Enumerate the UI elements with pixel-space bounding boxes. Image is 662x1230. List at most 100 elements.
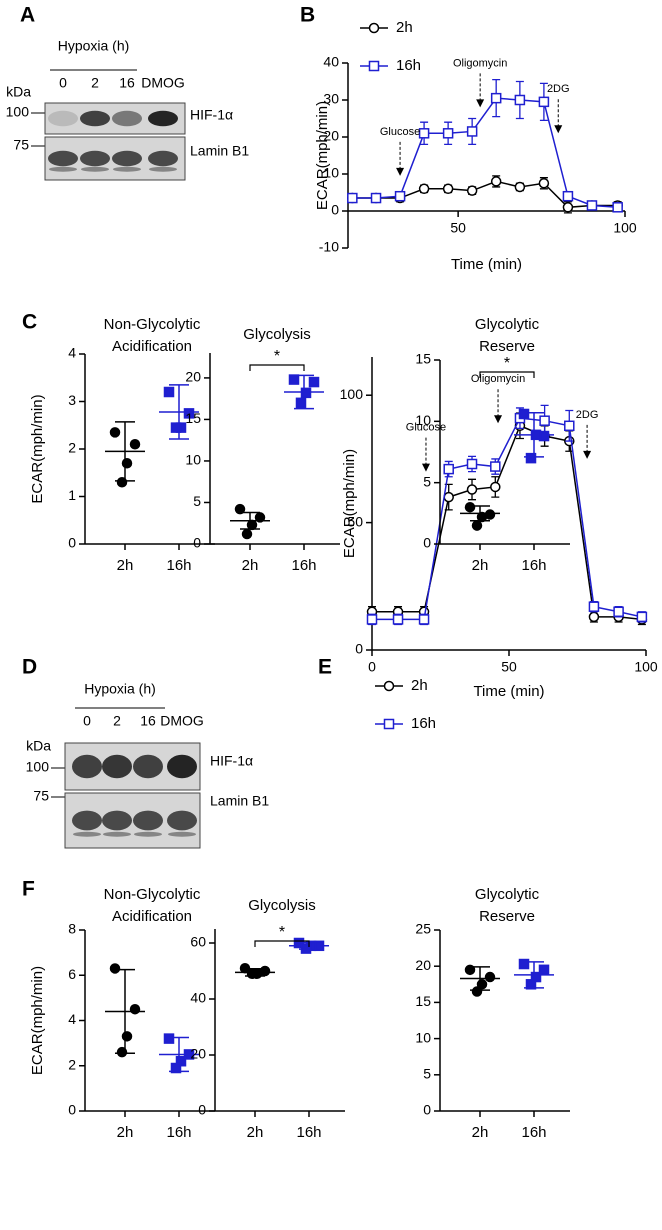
series-line <box>372 417 643 621</box>
mw-marker: 100 <box>6 104 30 120</box>
y-axis-label: ECAR(mph/min) <box>29 966 46 1075</box>
marker <box>539 415 550 426</box>
point <box>116 1046 128 1058</box>
marker <box>418 614 430 625</box>
lane-label: 0 <box>59 75 67 91</box>
point <box>530 429 542 441</box>
mw-marker: 75 <box>33 788 49 804</box>
y-tick-label: 60 <box>190 934 206 950</box>
y-tick-label: 4 <box>68 1011 76 1027</box>
marker <box>490 481 501 493</box>
row-label: Lamin B1 <box>210 793 269 809</box>
marker <box>392 614 404 625</box>
marker <box>612 202 623 213</box>
point <box>170 1062 182 1074</box>
point <box>300 943 312 954</box>
series-line <box>352 180 618 209</box>
y-tick-label: 10 <box>415 1029 431 1045</box>
panel-label: D <box>22 656 37 679</box>
blot-header: Hypoxia (h) <box>84 681 156 697</box>
band <box>102 810 132 831</box>
marker <box>564 420 575 432</box>
y-axis-label: ECAR(mph/min) <box>341 449 358 558</box>
arrow-head <box>583 450 592 459</box>
lane-label: 2 <box>113 713 121 729</box>
point <box>170 422 182 433</box>
band <box>167 810 197 831</box>
point <box>300 387 312 399</box>
marker <box>490 176 502 187</box>
point <box>163 386 175 398</box>
point <box>484 971 496 983</box>
series-line <box>352 97 618 209</box>
band <box>112 110 142 127</box>
x-tick-label: 16h <box>166 1124 191 1141</box>
marker <box>394 190 406 202</box>
y-tick-label: 8 <box>68 921 76 937</box>
point <box>129 439 141 450</box>
panel-label: A <box>20 4 35 27</box>
y-tick-label: 100 <box>340 386 364 402</box>
marker <box>466 484 478 495</box>
marker <box>586 200 598 211</box>
point <box>241 528 253 540</box>
x-tick-label: 2h <box>472 557 489 574</box>
mw-marker: 100 <box>26 759 50 775</box>
kda-label: kDa <box>26 738 51 754</box>
marker <box>443 463 454 475</box>
point <box>246 968 258 980</box>
lane-label: DMOG <box>141 75 185 91</box>
marker <box>370 192 382 204</box>
y-tick-label: 3 <box>68 392 76 408</box>
y-tick-label: 10 <box>185 452 201 468</box>
band <box>72 754 102 779</box>
point <box>518 408 530 420</box>
point <box>121 458 133 469</box>
band <box>80 150 110 167</box>
y-tick-label: 1 <box>68 487 76 503</box>
mw-marker: 75 <box>13 137 29 153</box>
band <box>167 754 197 779</box>
y-tick-label: 40 <box>323 54 339 70</box>
band <box>134 831 162 837</box>
y-tick-label: -10 <box>319 239 339 255</box>
y-tick-label: 20 <box>415 957 431 973</box>
legend-label: 16h <box>396 57 421 74</box>
annotation: Oligomycin <box>453 57 507 69</box>
y-tick-label: 0 <box>331 202 339 218</box>
point <box>293 937 305 949</box>
band <box>48 150 78 167</box>
chart-title: Glycolytic <box>475 886 540 903</box>
y-axis-label: ECAR(mph/min) <box>314 101 331 210</box>
x-tick-label: 100 <box>613 220 637 236</box>
point <box>471 520 483 531</box>
y-tick-label: 0 <box>193 535 201 551</box>
legend-marker <box>383 718 395 730</box>
band <box>112 150 142 167</box>
legend-marker <box>368 60 380 72</box>
panel-label: B <box>300 4 315 27</box>
point <box>538 964 550 976</box>
kda-label: kDa <box>6 84 31 100</box>
point <box>234 503 246 515</box>
y-tick-label: 0 <box>355 641 363 657</box>
marker <box>442 183 454 195</box>
chart-title: Non-Glycolytic <box>104 886 201 903</box>
point <box>163 1033 175 1044</box>
arrow-head <box>421 463 430 472</box>
marker <box>418 183 430 195</box>
legend-label: 16h <box>411 715 436 732</box>
x-tick-label: 2h <box>117 1124 134 1141</box>
chart-title: Non-Glycolytic <box>104 316 201 333</box>
y-axis-label: ECAR(mph/min) <box>29 394 46 503</box>
point <box>471 986 483 997</box>
legend-label: 2h <box>396 19 413 36</box>
y-tick-label: 20 <box>190 1046 206 1062</box>
significance: * <box>279 924 285 941</box>
marker <box>490 92 502 104</box>
y-tick-label: 10 <box>415 412 431 428</box>
point <box>116 477 128 488</box>
significance: * <box>274 348 280 365</box>
significance-bracket <box>254 940 310 947</box>
